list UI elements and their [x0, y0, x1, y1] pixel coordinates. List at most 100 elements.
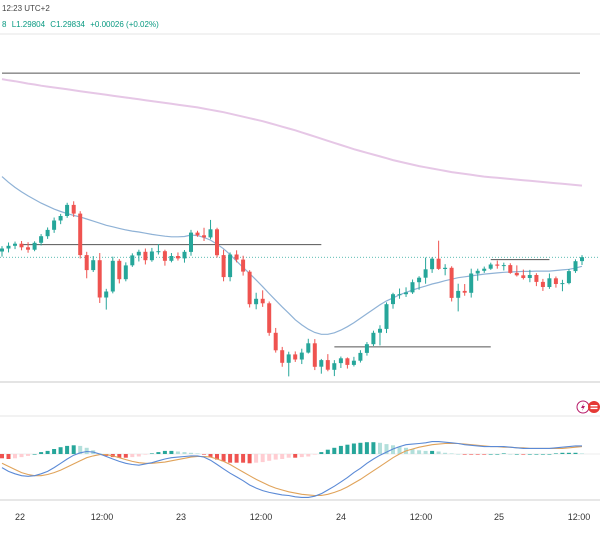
time-axis-label: 25 [494, 512, 504, 522]
candle-body [175, 256, 180, 259]
macd-histogram-bar [475, 454, 480, 455]
macd-histogram-bar [449, 453, 454, 454]
candle [378, 325, 382, 346]
candle-body [149, 251, 154, 261]
ma-fast-line [1, 176, 583, 335]
macd-histogram-bar [417, 450, 422, 454]
candle [169, 253, 174, 263]
macd-histogram-bar [136, 454, 141, 457]
candle [13, 241, 17, 250]
candle [358, 350, 363, 363]
candle-body [534, 275, 539, 282]
candle-body [91, 260, 96, 271]
macd-histogram-bar [221, 454, 226, 462]
macd-histogram-bar [78, 445, 83, 454]
candle-body [364, 344, 369, 353]
candle [404, 287, 408, 297]
macd-histogram-bar [182, 452, 187, 454]
candle-body [338, 358, 343, 364]
candle [286, 351, 291, 377]
macd-layer [0, 441, 600, 498]
macd-histogram-bar [397, 446, 402, 454]
candle [319, 358, 324, 374]
macd-histogram-bar [338, 445, 343, 454]
candle-body [228, 254, 233, 278]
candle-body [312, 343, 317, 367]
macd-histogram-bar [58, 447, 63, 454]
macd-histogram-bar [462, 454, 467, 455]
macd-histogram-bar [443, 452, 448, 454]
candle-body [293, 354, 298, 360]
candle-body [488, 264, 493, 269]
candle [482, 266, 487, 273]
time-axis-label: 12:00 [250, 512, 273, 522]
candle [391, 292, 395, 309]
ohlc-close: C1.29834 [50, 20, 85, 29]
candle-body [208, 229, 213, 238]
macd-histogram-bar [273, 454, 278, 460]
macd-histogram-bar [553, 453, 558, 454]
candle [312, 339, 317, 371]
candle [469, 268, 474, 298]
macd-histogram-bar [241, 454, 246, 463]
macd-histogram-bar [325, 449, 330, 454]
candle-body [110, 260, 115, 292]
candle-body [456, 290, 461, 298]
macd-histogram-bar [488, 454, 493, 455]
macd-histogram-bar [306, 454, 311, 457]
candle-body [267, 303, 272, 333]
time-axis-label: 22 [15, 512, 25, 522]
candle [104, 288, 109, 310]
macd-histogram-bar [547, 454, 552, 455]
price-layer [0, 72, 600, 377]
macd-histogram-bar [312, 454, 317, 455]
macd-histogram-bar [384, 444, 389, 454]
candle [45, 227, 50, 239]
candle [501, 262, 506, 271]
candle [371, 330, 376, 346]
candle [325, 354, 330, 372]
candle-body [508, 265, 513, 273]
macd-histogram-bar [351, 443, 356, 454]
candle-body [254, 298, 259, 305]
ma-slow-line [1, 78, 583, 187]
candle-body [417, 277, 422, 283]
candle [299, 348, 304, 365]
macd-histogram-bar [580, 453, 584, 454]
macd-histogram-bar [469, 454, 474, 455]
candle [26, 242, 30, 253]
candle-body [358, 352, 363, 361]
candle-body [26, 247, 30, 250]
candle [162, 249, 167, 266]
candle-body [65, 204, 70, 216]
macd-histogram-bar [410, 449, 415, 454]
candle [175, 252, 180, 261]
candle-body [0, 248, 4, 252]
candle-body [189, 232, 193, 252]
candle [91, 256, 96, 272]
macd-histogram-bar [162, 450, 167, 454]
candle [143, 248, 148, 265]
candle [130, 253, 135, 267]
macd-histogram-bar [280, 454, 285, 459]
lightning-icon[interactable] [576, 400, 590, 414]
candle [195, 230, 200, 237]
macd-histogram-bar [228, 454, 233, 463]
candle-body [580, 257, 584, 262]
macd-histogram-bar [332, 447, 337, 454]
candle [423, 257, 428, 284]
flag-icon[interactable] [588, 401, 600, 413]
candle-body [573, 261, 578, 272]
macd-histogram-bar [260, 454, 265, 463]
candle-body [182, 251, 187, 259]
time-axis-label: 23 [176, 512, 186, 522]
macd-histogram-bar [234, 454, 239, 463]
candle-body [404, 292, 408, 295]
candle-body [423, 269, 428, 278]
time-axis-label: 12:00 [568, 512, 591, 522]
candle-body [371, 332, 376, 345]
candle-body [501, 265, 506, 267]
macd-histogram-bar [540, 454, 545, 455]
